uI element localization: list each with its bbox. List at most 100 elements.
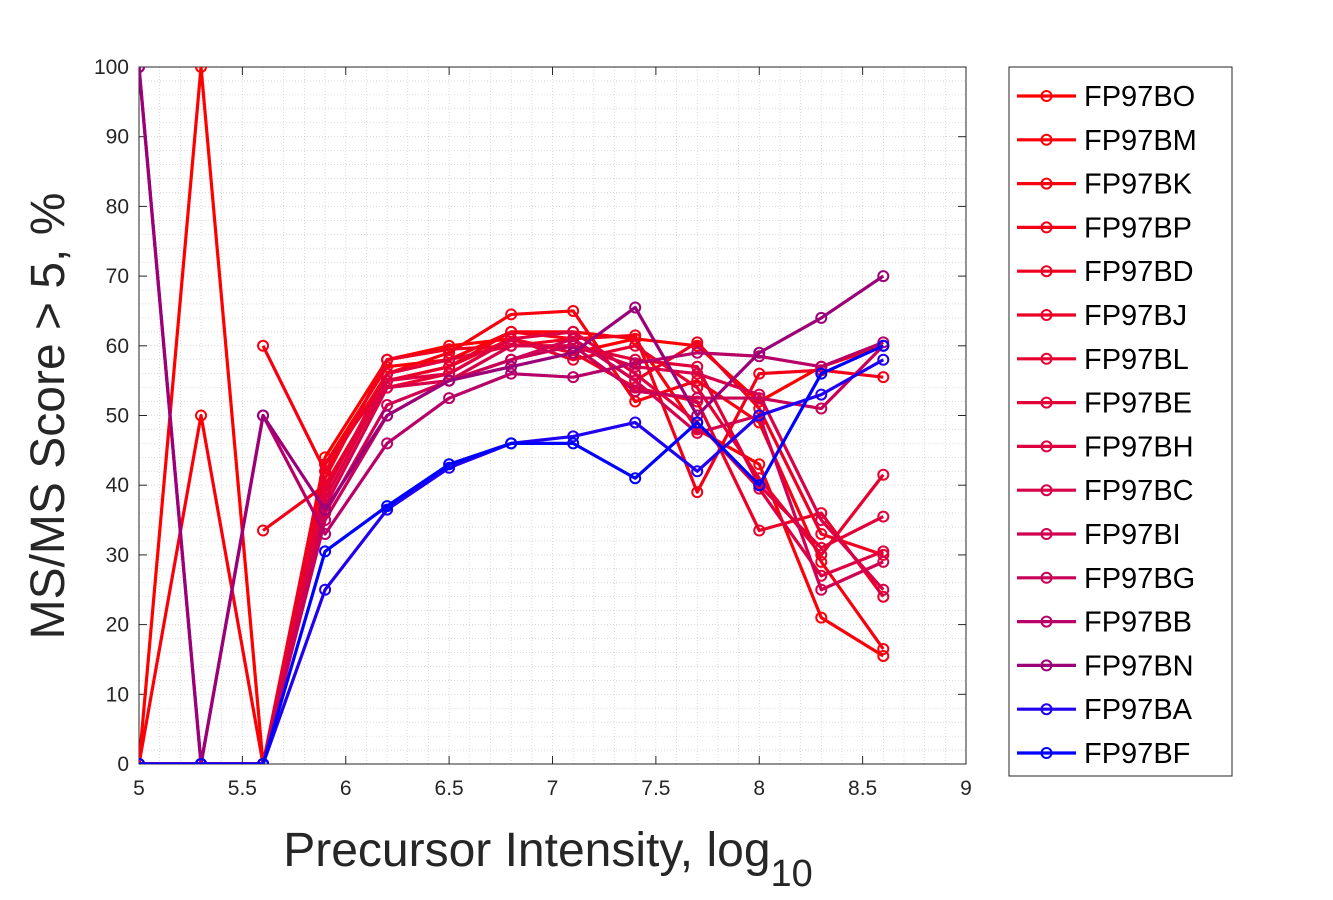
legend-marker [1040, 484, 1053, 497]
data-point [691, 486, 704, 499]
data-point [567, 437, 580, 450]
data-point [815, 555, 828, 568]
data-point [877, 510, 890, 523]
x-axis-label-text: Precursor Intensity, log [283, 824, 770, 877]
x-tick-label: 6.5 [435, 777, 464, 800]
data-point [443, 353, 456, 366]
x-axis-label: Precursor Intensity, log10 [283, 824, 813, 895]
data-point [443, 392, 456, 405]
x-tick-label: 7 [547, 777, 559, 800]
series-FP97BF [139, 339, 890, 764]
data-point [691, 346, 704, 359]
data-point [691, 360, 704, 373]
data-point [753, 367, 766, 380]
data-point [877, 583, 890, 596]
legend-label: FP97BM [1084, 125, 1197, 157]
legend-label: FP97BC [1084, 475, 1194, 507]
x-tick-label: 8.5 [848, 777, 877, 800]
data-point [815, 367, 828, 380]
data-point [257, 409, 270, 422]
data-point [877, 590, 890, 603]
y-axis-label: MS/MS Score > 5, % [22, 193, 75, 640]
data-point [257, 524, 270, 537]
data-point [815, 583, 828, 596]
y-tick-label: 100 [94, 56, 129, 79]
series-FP97BN [139, 67, 890, 764]
data-point [629, 301, 642, 314]
legend-label: FP97BI [1084, 519, 1181, 551]
x-tick-label: 8 [753, 777, 765, 800]
x-tick-label: 9 [960, 777, 972, 800]
data-point [877, 649, 890, 662]
data-point [567, 353, 580, 366]
data-point [443, 458, 456, 471]
legend-label: FP97BN [1084, 650, 1194, 682]
y-tick-label: 0 [117, 753, 129, 776]
series-line [139, 344, 885, 764]
legend-label: FP97BK [1084, 169, 1193, 201]
x-axis-label-subscript: 10 [771, 853, 813, 895]
data-point [195, 67, 208, 73]
data-point [381, 381, 394, 394]
data-point [505, 353, 518, 366]
data-point [381, 500, 394, 513]
data-point [505, 332, 518, 345]
legend-label: FP97BE [1084, 388, 1192, 420]
data-point [629, 416, 642, 429]
series-line [139, 330, 884, 764]
y-tick-label: 10 [106, 683, 129, 706]
x-tick-label: 5 [133, 777, 145, 800]
data-point [815, 611, 828, 624]
legend-marker [1040, 177, 1053, 190]
legend-label: FP97BB [1084, 607, 1192, 639]
y-tick-label: 70 [106, 265, 129, 288]
data-point [815, 402, 828, 415]
data-point [815, 360, 828, 373]
data-point [629, 357, 642, 370]
data-point [567, 430, 580, 443]
data-point [505, 339, 518, 352]
legend-label: FP97BA [1084, 694, 1193, 726]
data-point [319, 583, 332, 596]
data-point [505, 325, 518, 338]
legend-marker [1040, 440, 1053, 453]
data-point [877, 353, 890, 366]
data-point [195, 758, 208, 764]
y-tick-label: 80 [106, 195, 129, 218]
data-point [629, 472, 642, 485]
data-point [753, 458, 766, 471]
data-point [815, 311, 828, 324]
data-point [567, 332, 580, 345]
data-point [443, 360, 456, 373]
data-point [815, 548, 828, 561]
legend-marker [1040, 265, 1053, 278]
data-point [691, 374, 704, 387]
data-point [753, 479, 766, 492]
data-point [753, 392, 766, 405]
data-point [629, 339, 642, 352]
data-point [505, 437, 518, 450]
legend-label: FP97BH [1084, 431, 1194, 463]
series-line [139, 344, 885, 764]
data-point [877, 555, 890, 568]
legend-marker [1040, 396, 1053, 409]
data-point [567, 304, 580, 317]
data-point [381, 353, 394, 366]
data-point [753, 524, 766, 537]
series-line [139, 344, 884, 764]
y-tick-label: 30 [106, 544, 129, 567]
data-point [567, 346, 580, 359]
legend-label: FP97BJ [1084, 300, 1187, 332]
legend-label: FP97BF [1084, 738, 1190, 770]
legend-marker [1040, 615, 1053, 628]
data-point [319, 503, 332, 516]
legend-marker [1040, 571, 1053, 584]
data-point [691, 367, 704, 380]
data-point [691, 416, 704, 429]
data-point [877, 468, 890, 481]
data-point [691, 465, 704, 478]
data-point [691, 392, 704, 405]
y-tick-label: 40 [106, 474, 129, 497]
